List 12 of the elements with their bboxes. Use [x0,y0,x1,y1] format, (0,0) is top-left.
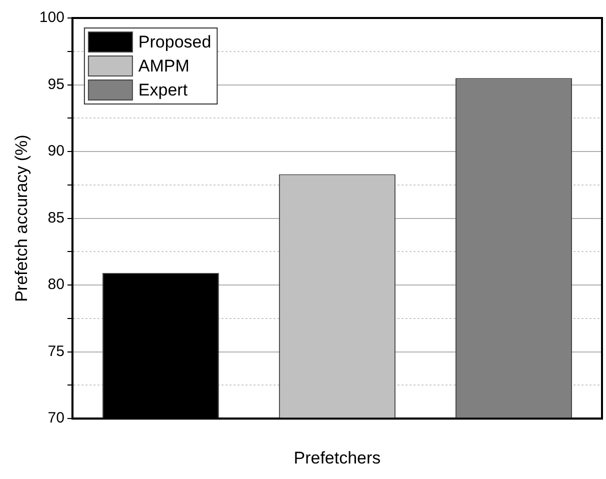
y-tick-label: 85 [48,209,64,226]
y-tick-label: 80 [48,276,64,294]
legend-label: Proposed [138,32,212,52]
legend-label: Expert [138,80,188,100]
y-tick-label: 70 [48,410,64,427]
y-tick-label: 90 [48,142,64,160]
x-axis-title: Prefetchers [294,448,381,468]
y-tick-label: 100 [39,9,64,26]
y-tick-label: 95 [48,76,64,93]
legend-label: AMPM [138,56,190,76]
y-axis-title: Prefetch accuracy (%) [12,134,31,302]
y-tick-label: 75 [48,342,64,360]
